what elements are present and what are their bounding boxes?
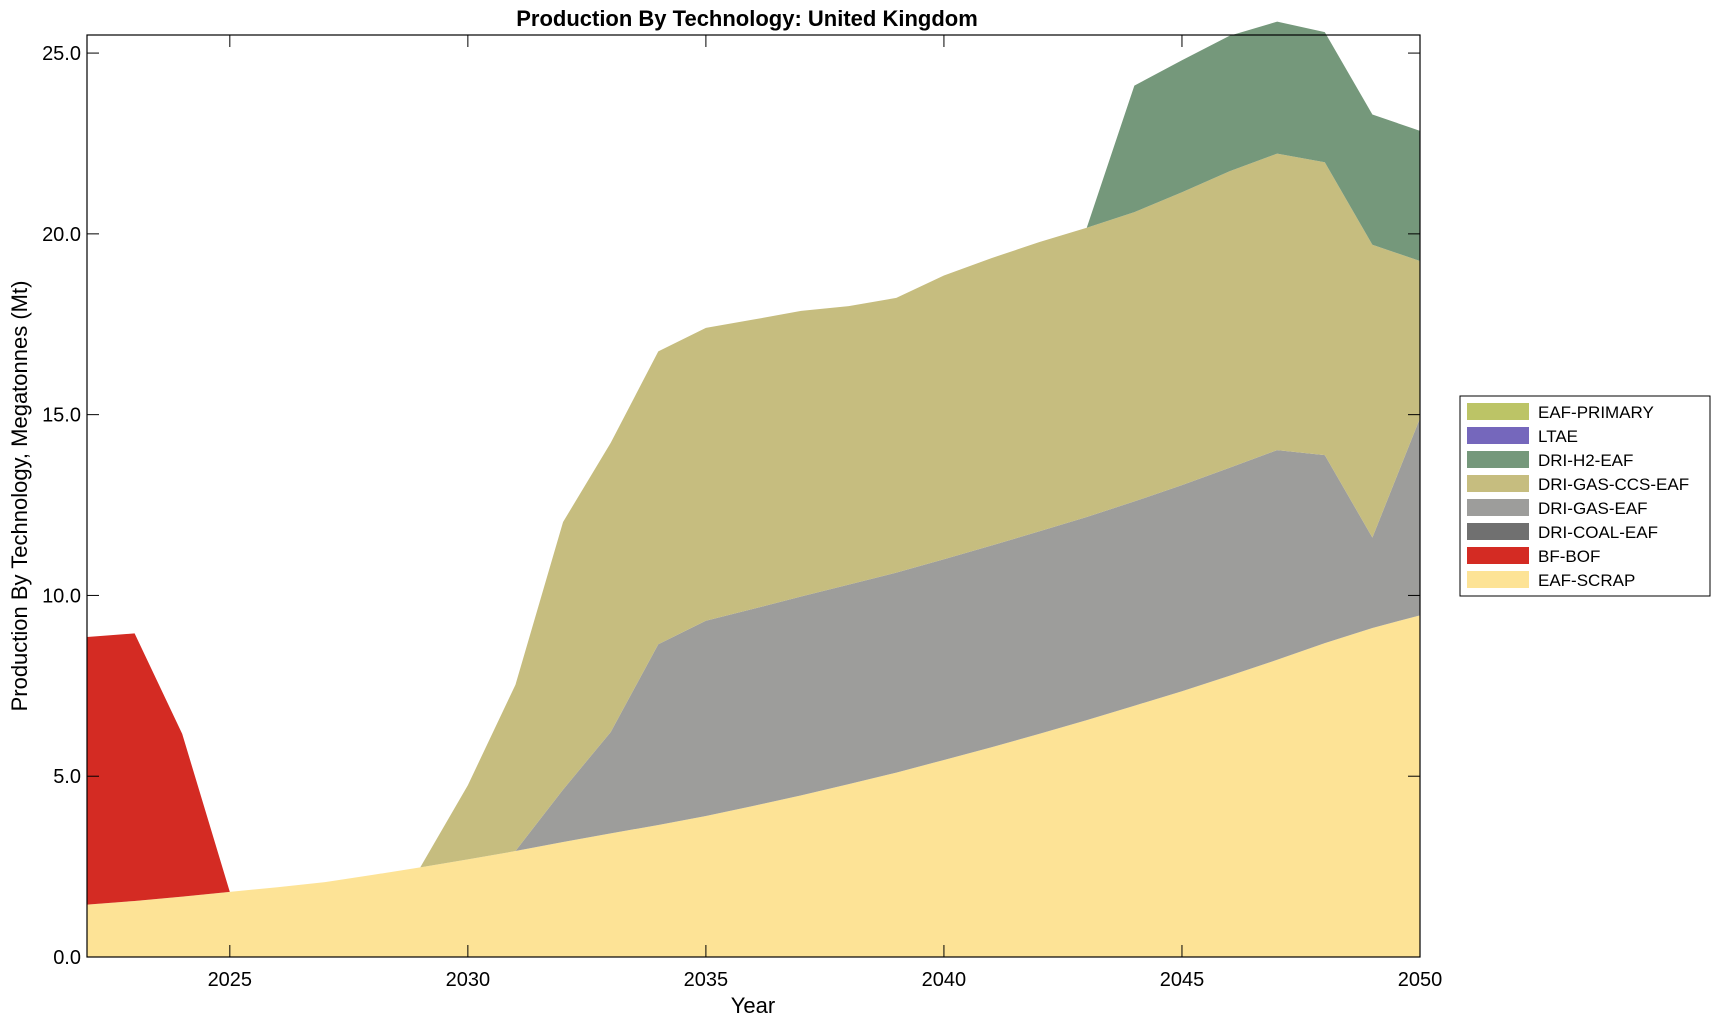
area-dri-h2-eaf [87, 21, 1420, 892]
legend-items: EAF-PRIMARY LTAE DRI-H2-EAF DRI-GAS-CCS-EAF… [1467, 403, 1689, 590]
stacked-areas [87, 21, 1420, 957]
axis-ticks: 2025 2030 2035 2040 2045 2050 0.0 5.0 10.0 15.0 20… [42, 35, 1442, 991]
legend-label-ltae: LTAE [1538, 427, 1578, 446]
y-tick-label: 10.0 [42, 585, 81, 607]
x-tick-label: 2050 [1398, 969, 1443, 991]
legend-label-bf-bof: BF-BOF [1538, 547, 1600, 566]
y-axis-label: Production By Technology, Megatonnes (Mt… [7, 281, 32, 712]
legend-swatch-dri-coal-eaf [1467, 523, 1529, 540]
legend-swatch-bf-bof [1467, 547, 1529, 564]
x-tick-label: 2025 [208, 969, 253, 991]
plot-frame [86, 34, 1421, 958]
legend-label-dri-gas-eaf: DRI-GAS-EAF [1538, 499, 1648, 518]
legend-swatch-ltae [1467, 427, 1529, 444]
y-tick-label: 25.0 [42, 43, 81, 65]
y-tick-label: 15.0 [42, 405, 81, 427]
legend-label-eaf-primary: EAF-PRIMARY [1538, 403, 1654, 422]
legend-swatch-eaf-scrap [1467, 571, 1529, 588]
y-tick-label: 5.0 [53, 766, 81, 788]
x-tick-label: 2035 [684, 969, 729, 991]
area-bf-bof [87, 615, 1420, 905]
legend-swatch-dri-gas-eaf [1467, 499, 1529, 516]
area-dri-gas-ccs-eaf [87, 153, 1420, 892]
legend-frame [1459, 395, 1711, 597]
legend-swatch-dri-h2-eaf [1467, 451, 1529, 468]
legend-swatch-eaf-primary [1467, 403, 1529, 420]
legend-label-dri-gas-ccs-eaf: DRI-GAS-CCS-EAF [1538, 475, 1689, 494]
legend-label-dri-coal-eaf: DRI-COAL-EAF [1538, 523, 1658, 542]
x-axis-label: Year [731, 993, 775, 1018]
legend-label-eaf-scrap: EAF-SCRAP [1538, 571, 1635, 590]
y-tick-label: 20.0 [42, 224, 81, 246]
chart-title: Production By Technology: United Kingdom [516, 6, 978, 31]
legend-swatch-dri-gas-ccs-eaf [1467, 475, 1529, 492]
x-tick-label: 2030 [446, 969, 491, 991]
x-tick-label: 2045 [1160, 969, 1205, 991]
area-eaf-scrap [87, 615, 1420, 957]
legend-label-dri-h2-eaf: DRI-H2-EAF [1538, 451, 1633, 470]
area-dri-gas-eaf [87, 418, 1420, 892]
y-tick-label: 0.0 [53, 947, 81, 969]
x-tick-label: 2040 [922, 969, 967, 991]
legend: EAF-PRIMARY LTAE DRI-H2-EAF DRI-GAS-CCS-EAF… [1459, 395, 1711, 597]
